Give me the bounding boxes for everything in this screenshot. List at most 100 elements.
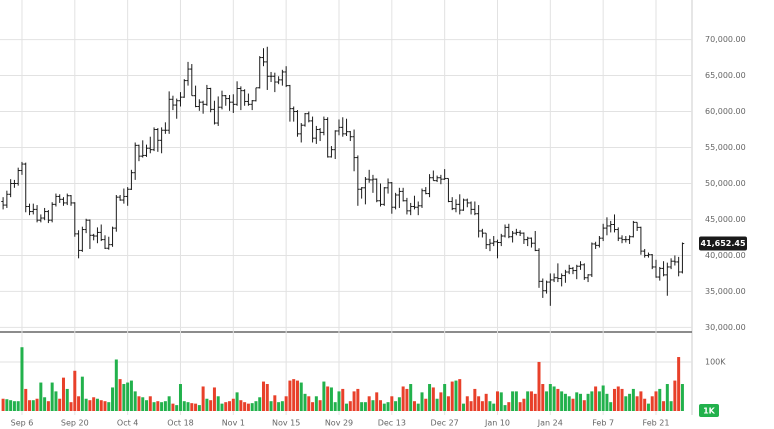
volume-bar — [212, 387, 216, 411]
volume-bar — [182, 401, 186, 411]
y-tick-label: 55,000.00 — [705, 143, 746, 152]
volume-bar — [43, 397, 47, 411]
volume-bar — [405, 388, 409, 411]
x-tick-label: Oct 18 — [167, 419, 194, 428]
volume-bar — [590, 391, 594, 411]
volume-bar — [680, 384, 684, 411]
volume-bar — [39, 382, 43, 411]
volume-bar — [194, 403, 198, 411]
volume-bar — [662, 401, 666, 411]
volume-bar — [537, 361, 541, 411]
volume-bar — [122, 384, 126, 411]
volume-bar — [673, 380, 677, 411]
volume-bar — [518, 402, 522, 411]
volume-bar — [314, 396, 318, 411]
volume-bar — [541, 384, 545, 411]
volume-bar — [371, 400, 375, 411]
y-tick-label: 45,000.00 — [705, 215, 746, 224]
y-tick-label: 50,000.00 — [705, 179, 746, 188]
volume-bar — [231, 398, 235, 411]
volume-bar — [118, 379, 122, 411]
volume-bar — [137, 396, 141, 411]
volume-bar — [156, 401, 160, 411]
volume-bar — [484, 393, 488, 411]
volume-bar — [318, 400, 322, 411]
volume-bar — [145, 400, 149, 411]
volume-bar — [563, 393, 567, 411]
volume-bar — [246, 403, 250, 411]
volume-bar — [1, 398, 5, 411]
volume-bar — [409, 384, 413, 411]
volume-bar — [382, 403, 386, 411]
volume-bar — [379, 400, 382, 411]
volume-bar — [235, 392, 239, 411]
volume-bar — [148, 396, 152, 411]
volume-bar — [552, 386, 556, 411]
volume-bar — [435, 398, 439, 411]
volume-bar — [129, 380, 133, 411]
volume-bar — [277, 402, 281, 411]
volume-bar — [492, 403, 496, 411]
volume-bar — [612, 388, 616, 411]
volume-bar — [95, 398, 99, 411]
x-tick-label: Dec 13 — [378, 419, 406, 428]
volume-bar — [420, 392, 424, 411]
volume-bar — [20, 347, 24, 411]
volume-bar — [58, 398, 62, 411]
volume-bar — [111, 387, 115, 411]
volume-bar — [224, 402, 228, 411]
volume-bar — [163, 401, 167, 411]
volume-bar — [511, 391, 515, 411]
volume-bar — [650, 396, 654, 411]
volume-bar — [307, 396, 311, 411]
volume-bar — [514, 391, 518, 411]
volume-bar — [77, 396, 81, 411]
volume-bar — [141, 397, 145, 411]
volume-bar — [375, 392, 379, 411]
volume-bar — [503, 405, 507, 411]
volume-bar — [295, 380, 299, 411]
volume-bar — [273, 395, 277, 411]
volume-bar — [548, 384, 552, 411]
volume-bar — [665, 384, 669, 411]
x-tick-label: Dec 27 — [431, 419, 459, 428]
volume-bar — [462, 403, 466, 411]
volume-bar — [390, 396, 394, 411]
volume-bar — [160, 402, 164, 411]
volume-bar — [299, 382, 303, 411]
volume-bar — [488, 401, 492, 411]
volume-bar — [412, 401, 416, 411]
volume-bar — [507, 402, 511, 411]
volume-bar — [522, 398, 526, 411]
volume-bar — [292, 379, 296, 411]
volume-bar — [92, 397, 96, 411]
volume-bar — [16, 401, 20, 411]
volume-bar — [348, 401, 352, 411]
volume-bar — [363, 402, 367, 411]
volume-bar — [533, 393, 537, 411]
volume-bar — [601, 385, 605, 411]
volume-bar — [205, 398, 209, 411]
y-tick-label: 70,000.00 — [705, 35, 746, 44]
volume-bar — [265, 384, 269, 411]
volume-bar — [635, 396, 639, 411]
volume-bar — [575, 392, 579, 411]
volume-bar — [416, 403, 420, 411]
x-tick-label: Sep 6 — [11, 419, 34, 428]
volume-bar — [228, 401, 232, 411]
volume-bar — [495, 391, 499, 411]
volume-bar — [35, 398, 39, 411]
volume-bar — [303, 393, 307, 411]
volume-bar — [99, 400, 103, 411]
volume-bar — [152, 402, 156, 411]
volume-bar — [12, 401, 16, 411]
volume-bar — [431, 387, 435, 411]
volume-bar — [288, 380, 292, 411]
volume-bar — [345, 403, 349, 411]
volume-bar — [628, 393, 632, 411]
x-tick-label: Nov 1 — [222, 419, 245, 428]
volume-bar — [84, 398, 88, 411]
volume-bar — [5, 399, 9, 411]
